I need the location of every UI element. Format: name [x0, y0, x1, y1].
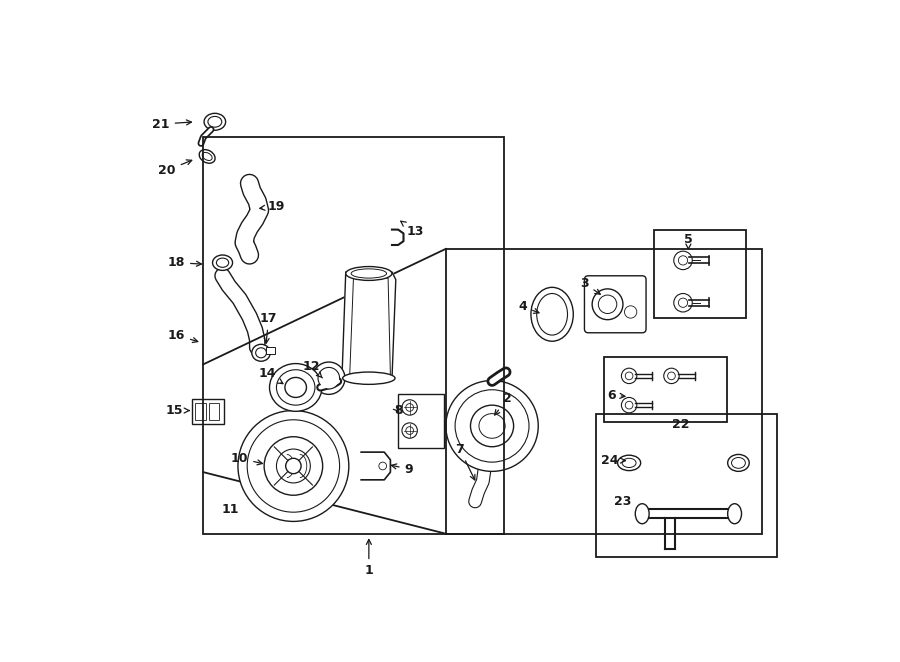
Text: 20: 20 — [158, 160, 192, 177]
Circle shape — [238, 410, 349, 522]
Ellipse shape — [269, 363, 322, 411]
Ellipse shape — [343, 372, 395, 385]
Ellipse shape — [199, 150, 215, 164]
Text: 13: 13 — [400, 221, 424, 238]
Ellipse shape — [212, 255, 232, 270]
Text: 5: 5 — [684, 233, 693, 250]
Bar — [596, 414, 777, 557]
Ellipse shape — [479, 414, 505, 438]
Text: 3: 3 — [580, 277, 600, 294]
Ellipse shape — [252, 344, 270, 361]
Text: 19: 19 — [260, 200, 285, 213]
Text: 17: 17 — [260, 312, 277, 344]
Ellipse shape — [617, 455, 641, 471]
Circle shape — [674, 251, 692, 269]
Circle shape — [664, 368, 680, 383]
Text: 4: 4 — [518, 300, 539, 313]
Bar — [604, 357, 727, 422]
Circle shape — [285, 458, 302, 474]
Ellipse shape — [446, 381, 538, 471]
Ellipse shape — [455, 390, 529, 462]
Circle shape — [621, 368, 637, 383]
Circle shape — [264, 437, 322, 495]
Ellipse shape — [208, 117, 221, 127]
Circle shape — [248, 420, 339, 512]
Text: 9: 9 — [392, 463, 413, 475]
Text: 10: 10 — [230, 451, 263, 465]
Circle shape — [679, 256, 688, 265]
Circle shape — [379, 462, 387, 470]
Ellipse shape — [471, 405, 514, 447]
Bar — [192, 399, 224, 424]
Ellipse shape — [318, 367, 339, 389]
Circle shape — [626, 372, 633, 380]
Text: 6: 6 — [608, 389, 625, 402]
Circle shape — [406, 427, 413, 434]
Text: 24: 24 — [601, 454, 626, 467]
Bar — [266, 348, 274, 354]
Ellipse shape — [728, 454, 749, 471]
Text: 14: 14 — [258, 367, 283, 384]
Ellipse shape — [536, 293, 568, 335]
Circle shape — [402, 423, 418, 438]
Circle shape — [674, 293, 692, 312]
Text: 18: 18 — [167, 256, 202, 269]
Ellipse shape — [285, 377, 307, 397]
Circle shape — [592, 289, 623, 320]
Ellipse shape — [728, 504, 742, 524]
Text: 15: 15 — [166, 404, 190, 417]
Polygon shape — [342, 272, 396, 380]
Circle shape — [625, 306, 637, 318]
Ellipse shape — [256, 348, 266, 357]
Ellipse shape — [204, 113, 226, 130]
Text: 2: 2 — [495, 393, 512, 415]
Circle shape — [598, 295, 616, 314]
Circle shape — [668, 372, 675, 380]
Ellipse shape — [531, 287, 573, 341]
FancyBboxPatch shape — [584, 276, 646, 333]
Text: 22: 22 — [672, 418, 689, 431]
Ellipse shape — [622, 458, 636, 467]
Circle shape — [621, 397, 637, 413]
Ellipse shape — [312, 362, 345, 395]
Text: 7: 7 — [455, 442, 475, 480]
Ellipse shape — [346, 267, 392, 281]
Circle shape — [402, 400, 418, 415]
Ellipse shape — [216, 258, 229, 267]
Polygon shape — [361, 452, 391, 480]
Text: 16: 16 — [167, 328, 198, 342]
Text: 21: 21 — [152, 118, 192, 130]
Bar — [446, 249, 761, 534]
Text: 1: 1 — [364, 540, 373, 577]
Circle shape — [276, 449, 310, 483]
Ellipse shape — [732, 457, 745, 468]
Text: 11: 11 — [221, 502, 239, 516]
Ellipse shape — [276, 370, 315, 405]
Text: 8: 8 — [393, 404, 402, 417]
Bar — [203, 137, 504, 534]
Circle shape — [626, 401, 633, 409]
Bar — [194, 403, 205, 420]
Bar — [209, 403, 220, 420]
Ellipse shape — [202, 152, 212, 160]
Ellipse shape — [635, 504, 649, 524]
Bar — [653, 230, 746, 318]
Ellipse shape — [351, 269, 387, 278]
Text: 12: 12 — [302, 360, 322, 378]
Bar — [398, 394, 445, 448]
Circle shape — [679, 298, 688, 307]
Circle shape — [406, 404, 413, 411]
Text: 23: 23 — [615, 495, 632, 508]
